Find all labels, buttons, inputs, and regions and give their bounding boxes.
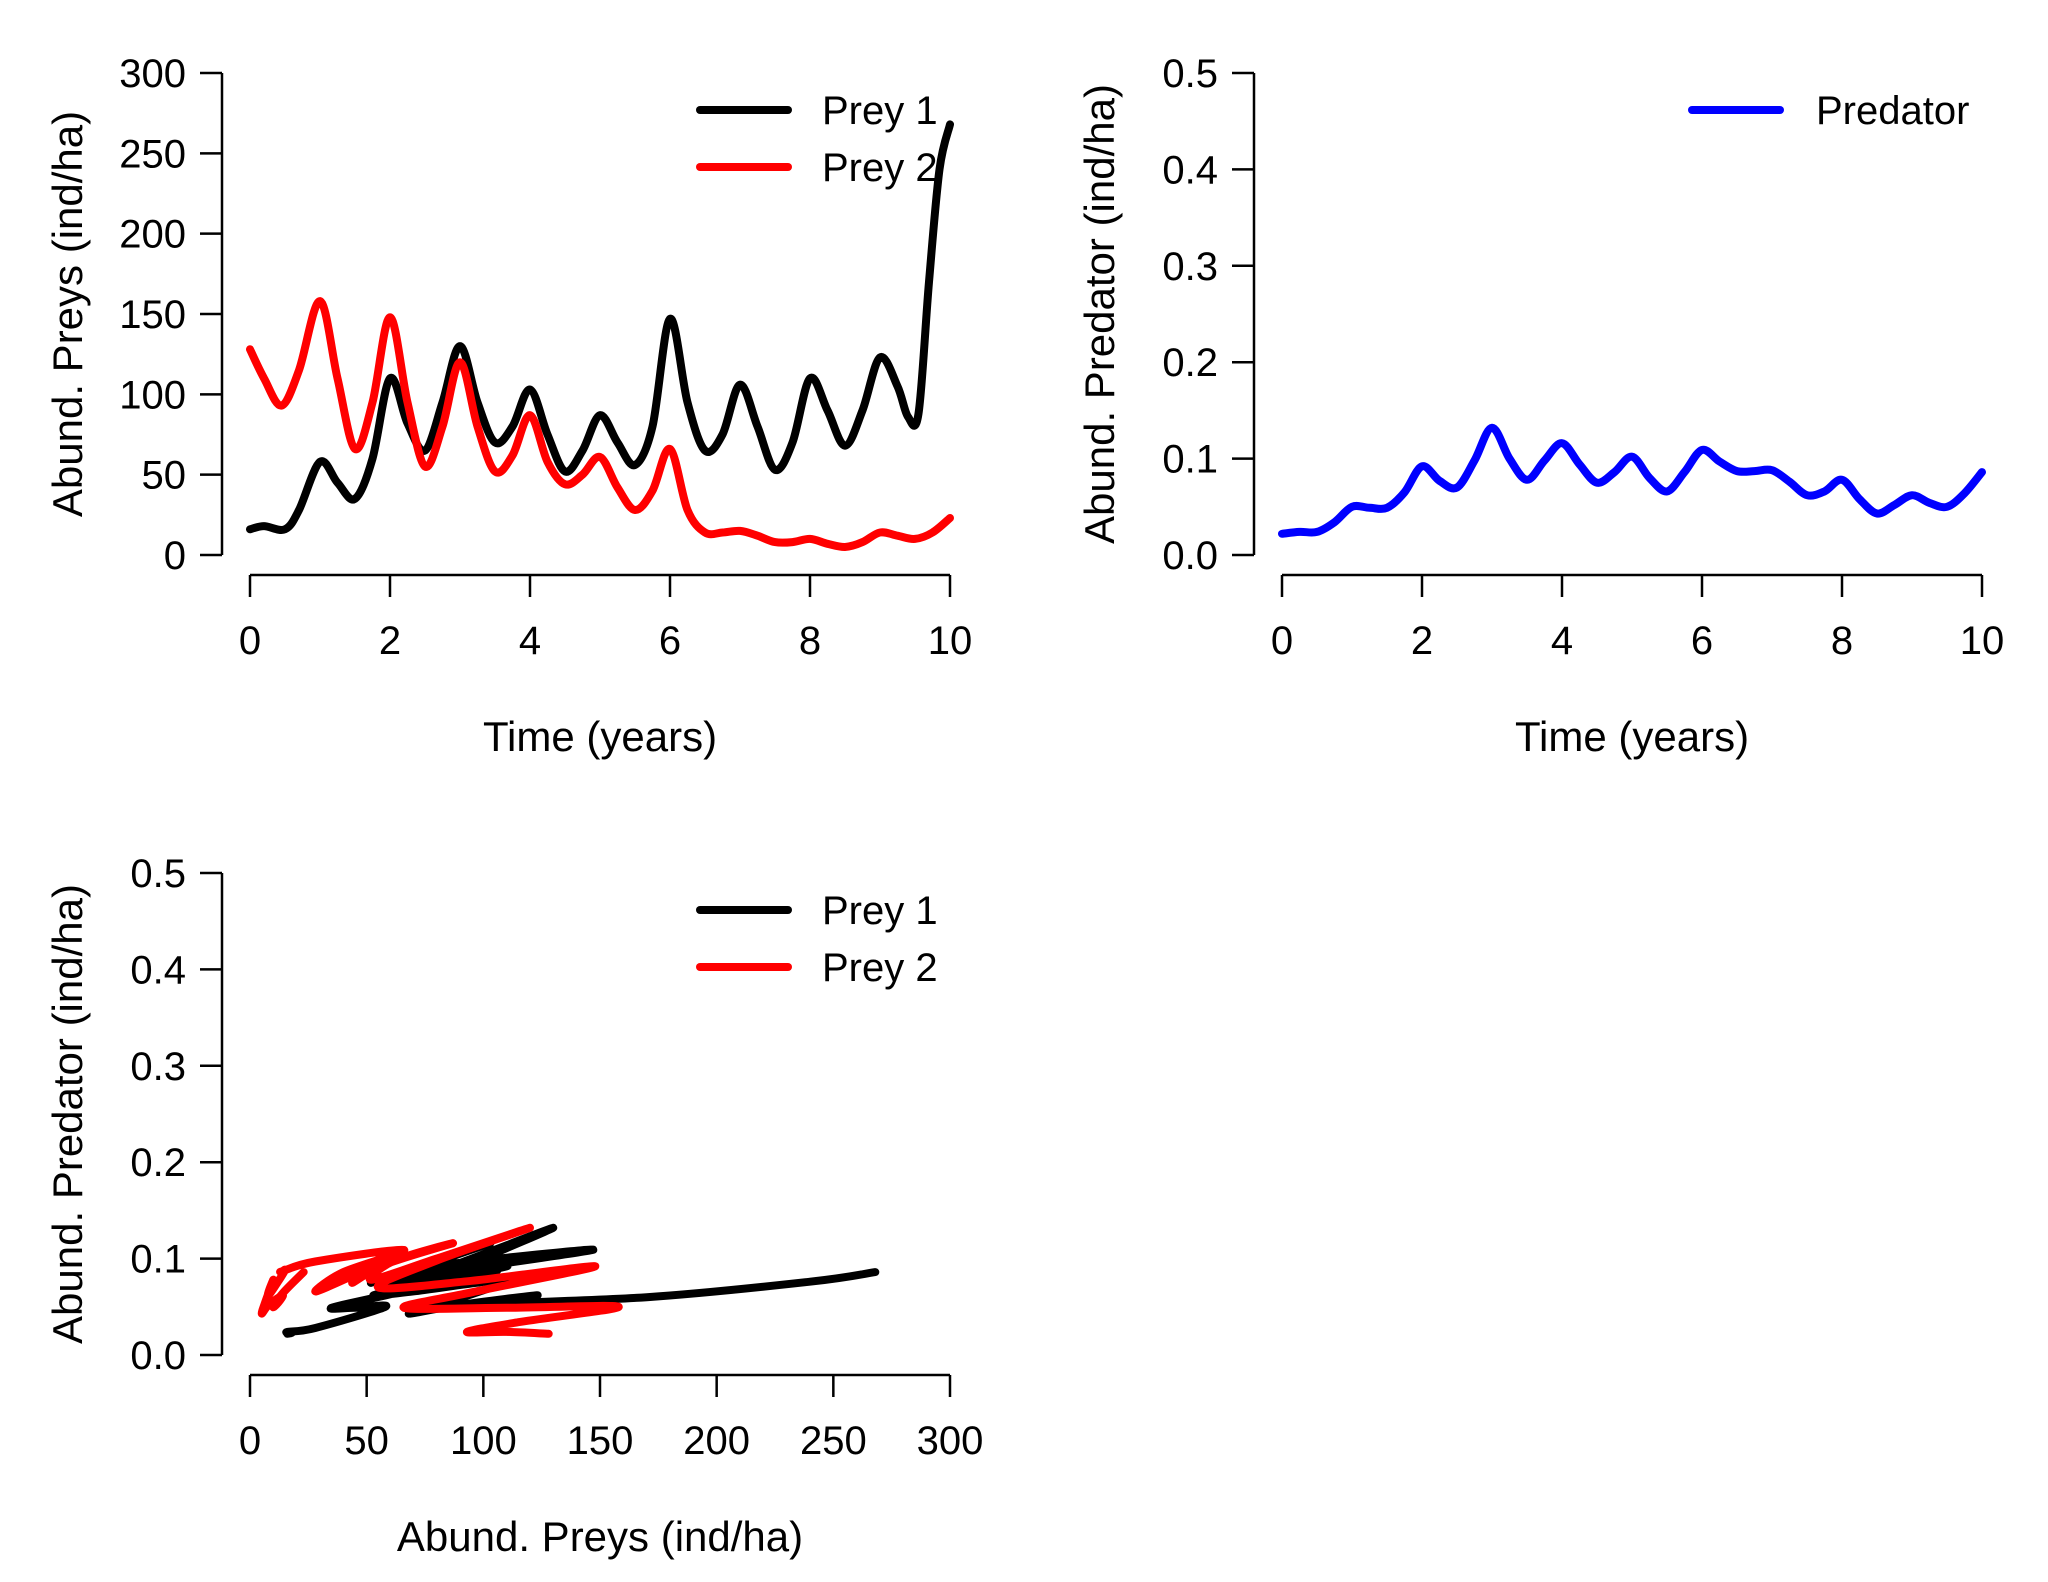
prey-time-panel: 0 50 100 150 200 250 300 0 2 4 6 8 10 Time (years) Abu… — [44, 52, 972, 760]
y-tick-label: 300 — [119, 52, 186, 96]
y-tick-label: 150 — [119, 293, 186, 337]
y-tick-label: 0.4 — [1162, 148, 1218, 192]
prey-1-series-line — [246, 120, 954, 534]
x-tick-label: 8 — [1831, 619, 1853, 663]
x-tick-label: 10 — [928, 619, 973, 663]
x-tick-label: 2 — [1411, 619, 1433, 663]
y-tick-label: 200 — [119, 213, 186, 257]
y-tick-label: 0.2 — [130, 1141, 186, 1185]
y-tick-label: 0.3 — [130, 1045, 186, 1089]
legend-label-prey-2: Prey 2 — [822, 946, 938, 990]
y-tick-label: 0 — [164, 534, 186, 578]
y-tick-label: 0.1 — [130, 1238, 186, 1282]
x-tick-label: 0 — [239, 1419, 261, 1463]
x-tick-label: 4 — [1551, 619, 1573, 663]
y-tick-label: 50 — [142, 454, 187, 498]
x-tick-label: 10 — [1960, 619, 2005, 663]
y-tick-label: 0.4 — [130, 948, 186, 992]
x-tick-label: 0 — [1271, 619, 1293, 663]
y-axis-title: Abund. Preys (ind/ha) — [44, 111, 91, 517]
y-tick-label: 0.0 — [130, 1334, 186, 1378]
x-tick-label: 100 — [450, 1419, 517, 1463]
prey-2-series-line — [257, 1223, 623, 1338]
y-tick-label: 0.0 — [1162, 534, 1218, 578]
legend-label-prey-1: Prey 1 — [822, 89, 938, 133]
x-axis-title: Time (years) — [1515, 713, 1749, 760]
y-axis-title: Abund. Predator (ind/ha) — [1076, 84, 1123, 544]
legend-label-prey-1: Prey 1 — [822, 889, 938, 933]
predator-series-line — [1278, 423, 1986, 538]
x-tick-label: 6 — [659, 619, 681, 663]
y-tick-label: 0.2 — [1162, 341, 1218, 385]
x-tick-label: 0 — [239, 619, 261, 663]
prey-2-series-line — [246, 297, 954, 552]
x-axis-title: Time (years) — [483, 713, 717, 760]
x-tick-label: 300 — [917, 1419, 984, 1463]
x-tick-label: 250 — [800, 1419, 867, 1463]
y-tick-label: 0.1 — [1162, 438, 1218, 482]
x-tick-label: 8 — [799, 619, 821, 663]
x-tick-label: 6 — [1691, 619, 1713, 663]
phase-panel: 0.0 0.1 0.2 0.3 0.4 0.5 0 50 100 150 200 250 300 Abun… — [44, 852, 983, 1560]
x-tick-label: 50 — [344, 1419, 389, 1463]
x-tick-label: 150 — [567, 1419, 634, 1463]
x-tick-label: 4 — [519, 619, 541, 663]
y-tick-label: 100 — [119, 373, 186, 417]
predator-time-panel: 0.0 0.1 0.2 0.3 0.4 0.5 0 2 4 6 8 10 Time (years) Abu… — [1076, 52, 2004, 760]
y-tick-label: 0.5 — [130, 852, 186, 896]
x-axis-title: Abund. Preys (ind/ha) — [397, 1513, 803, 1560]
legend-label-predator: Predator — [1816, 89, 1969, 133]
y-tick-label: 0.5 — [1162, 52, 1218, 96]
legend-label-prey-2: Prey 2 — [822, 146, 938, 190]
x-tick-label: 2 — [379, 619, 401, 663]
x-tick-label: 200 — [683, 1419, 750, 1463]
y-tick-label: 250 — [119, 132, 186, 176]
y-axis-title: Abund. Predator (ind/ha) — [44, 884, 91, 1344]
y-tick-label: 0.3 — [1162, 245, 1218, 289]
